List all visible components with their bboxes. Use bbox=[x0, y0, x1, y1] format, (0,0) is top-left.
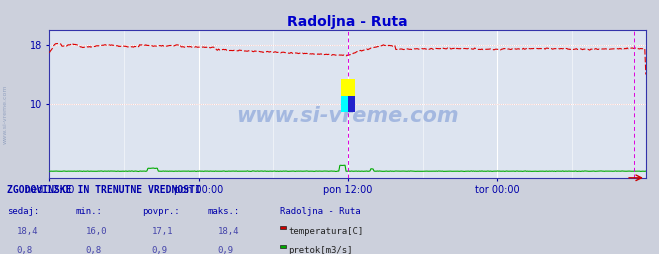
Text: sedaj:: sedaj: bbox=[7, 207, 39, 216]
Text: 17,1: 17,1 bbox=[152, 227, 173, 236]
Text: 0,8: 0,8 bbox=[16, 246, 32, 254]
Text: www.si-vreme.com: www.si-vreme.com bbox=[3, 85, 8, 144]
Bar bbox=[348, 96, 355, 112]
Text: Radoljna - Ruta: Radoljna - Ruta bbox=[280, 207, 360, 216]
Text: pretok[m3/s]: pretok[m3/s] bbox=[288, 246, 353, 254]
Bar bbox=[341, 96, 348, 112]
Text: min.:: min.: bbox=[76, 207, 103, 216]
Text: 0,9: 0,9 bbox=[217, 246, 233, 254]
Text: www.si-vreme.com: www.si-vreme.com bbox=[237, 106, 459, 126]
Text: 18,4: 18,4 bbox=[217, 227, 239, 236]
Text: 0,9: 0,9 bbox=[152, 246, 167, 254]
Text: 0,8: 0,8 bbox=[86, 246, 101, 254]
Text: temperatura[C]: temperatura[C] bbox=[288, 227, 363, 236]
Text: povpr.:: povpr.: bbox=[142, 207, 179, 216]
Bar bbox=[341, 79, 348, 96]
Text: maks.:: maks.: bbox=[208, 207, 240, 216]
Text: 18,4: 18,4 bbox=[16, 227, 38, 236]
Title: Radoljna - Ruta: Radoljna - Ruta bbox=[287, 15, 408, 29]
Bar bbox=[348, 79, 355, 96]
Text: ZGODOVINSKE IN TRENUTNE VREDNOSTI: ZGODOVINSKE IN TRENUTNE VREDNOSTI bbox=[7, 185, 200, 195]
Text: 16,0: 16,0 bbox=[86, 227, 107, 236]
